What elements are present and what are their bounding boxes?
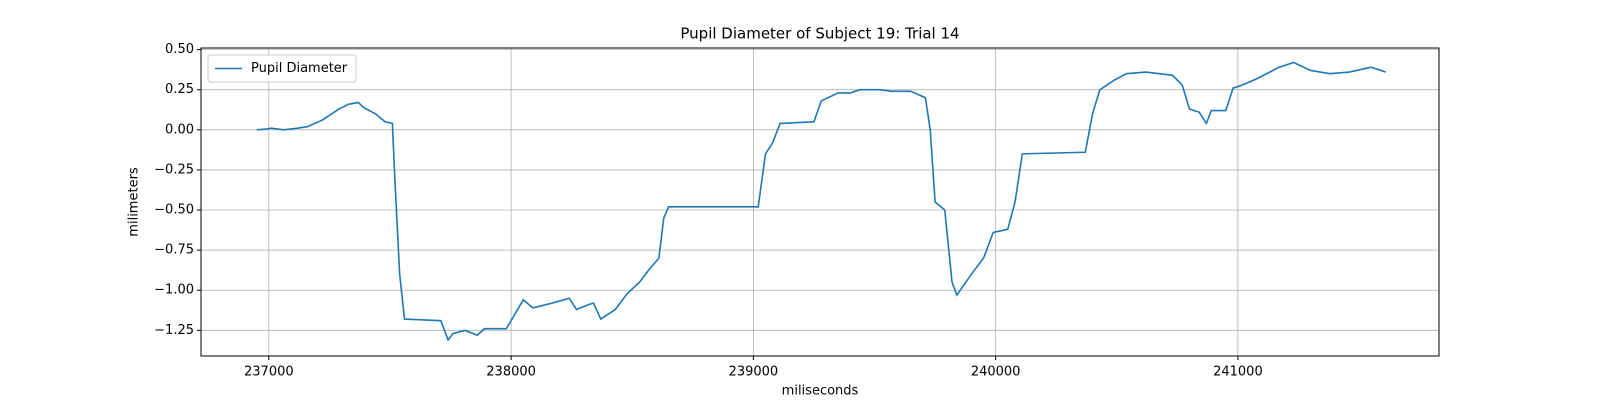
y-tick-label: −0.25: [154, 162, 194, 177]
legend: Pupil Diameter: [207, 54, 357, 83]
data-line: [256, 61, 1386, 342]
legend-box: [207, 54, 357, 83]
x-axis-label: miliseconds: [782, 384, 859, 399]
x-tick-label: 241000: [1213, 365, 1263, 380]
chart-title: Pupil Diameter of Subject 19: Trial 14: [680, 25, 959, 43]
x-tick-label: 238000: [486, 365, 536, 380]
y-tick-label: 0.25: [165, 82, 194, 97]
y-tick-label: −0.50: [154, 203, 194, 218]
x-tick-label: 237000: [244, 365, 294, 380]
y-axis-label: milimeters: [127, 167, 142, 237]
legend-label: Pupil Diameter: [251, 61, 348, 76]
y-tick-label: 0.00: [165, 122, 194, 137]
y-tick-label: −1.25: [154, 323, 194, 338]
y-tick-label: −0.75: [154, 243, 194, 258]
plot-frame: [200, 47, 1440, 357]
x-tick-label: 240000: [971, 365, 1021, 380]
x-tick-label: 239000: [729, 365, 779, 380]
y-tick-label: 0.50: [165, 42, 194, 57]
y-tick-label: −1.00: [154, 283, 194, 298]
